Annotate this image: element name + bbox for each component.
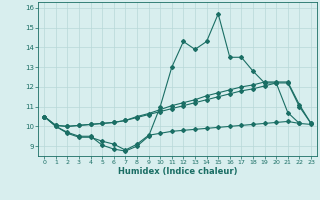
X-axis label: Humidex (Indice chaleur): Humidex (Indice chaleur) xyxy=(118,167,237,176)
